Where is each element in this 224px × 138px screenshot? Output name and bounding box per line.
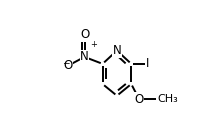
- Text: O: O: [80, 28, 89, 41]
- Text: −: −: [62, 59, 70, 68]
- Text: O: O: [135, 93, 144, 106]
- Text: I: I: [146, 57, 149, 70]
- Text: +: +: [90, 40, 97, 49]
- Text: N: N: [80, 50, 89, 63]
- Text: CH₃: CH₃: [157, 94, 178, 104]
- Text: O: O: [63, 59, 72, 72]
- Text: N: N: [112, 44, 121, 57]
